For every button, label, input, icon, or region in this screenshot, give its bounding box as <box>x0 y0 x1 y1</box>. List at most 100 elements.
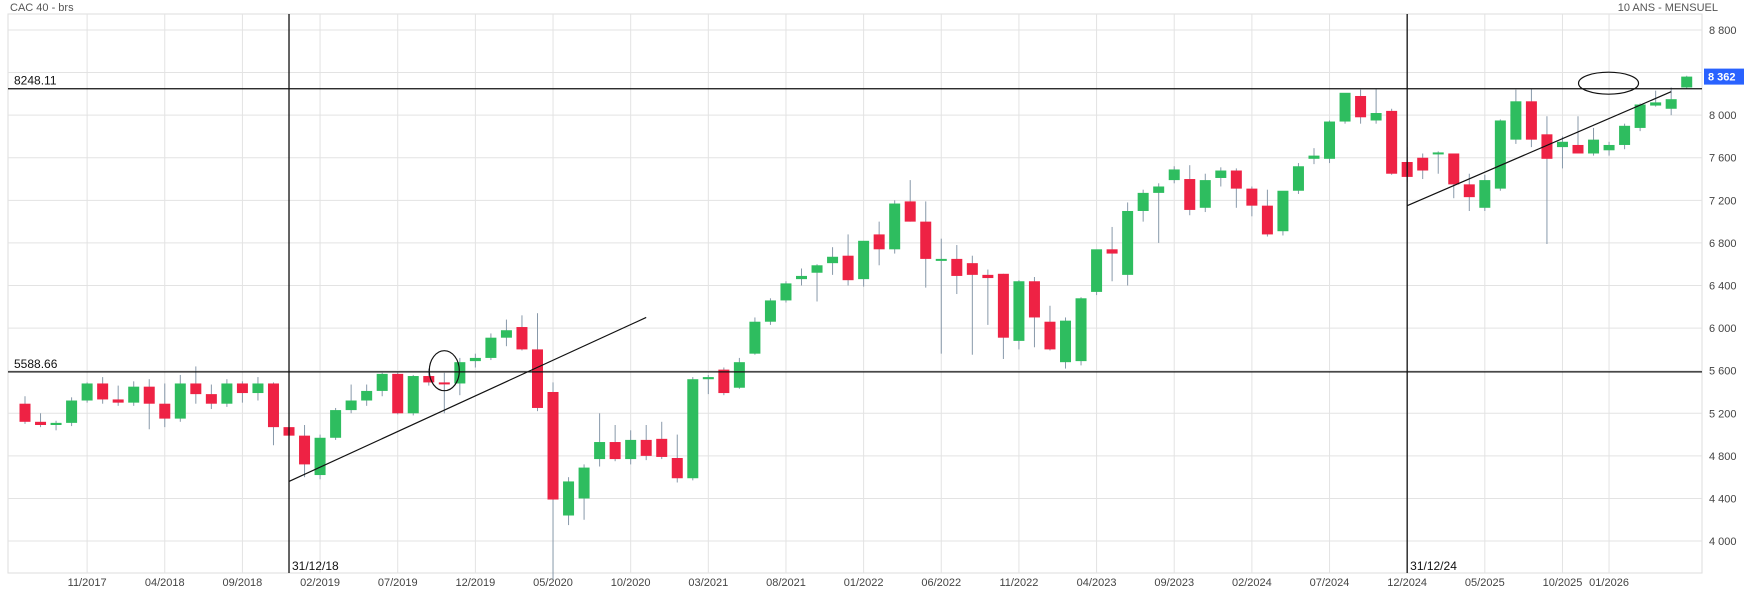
candle-up <box>749 321 761 354</box>
candle-up <box>1556 141 1568 148</box>
candle-up <box>687 379 699 479</box>
candle-up <box>1122 210 1134 275</box>
x-tick-label: 01/2022 <box>844 577 884 589</box>
candle-up <box>1634 104 1646 128</box>
candle-down <box>1355 95 1367 118</box>
candle-up <box>128 386 140 403</box>
y-tick-label: 7 200 <box>1709 195 1737 207</box>
candle-up <box>858 240 870 280</box>
x-tick-label: 02/2019 <box>300 577 340 589</box>
x-tick-label: 05/2020 <box>533 577 573 589</box>
y-tick-label: 5 200 <box>1709 408 1737 420</box>
candle-up <box>1603 144 1615 151</box>
candle-up <box>889 203 901 250</box>
candle-up <box>1199 180 1211 208</box>
x-tick-label: 05/2025 <box>1465 577 1505 589</box>
candle-up <box>361 390 373 401</box>
highlight-ellipse <box>428 350 460 392</box>
candle-up <box>827 256 839 264</box>
y-tick-label: 8 000 <box>1709 110 1737 122</box>
x-tick-label: 12/2024 <box>1387 577 1427 589</box>
candle-down <box>1525 101 1537 140</box>
candle-up <box>796 275 807 280</box>
candle-down <box>920 221 932 259</box>
last-price-label: 8 362 <box>1708 72 1736 84</box>
candle-up <box>733 362 745 388</box>
candle-down <box>267 383 279 428</box>
y-tick-label: 4 400 <box>1709 493 1737 505</box>
candle-up <box>221 383 233 404</box>
candle-up <box>469 357 481 362</box>
candle-down <box>35 421 47 425</box>
chart-period-label: 10 ANS - MENSUEL <box>1617 2 1718 14</box>
highlight-ellipse <box>1577 71 1640 95</box>
candle-up <box>764 300 776 322</box>
candle-up <box>500 330 512 338</box>
candle-up <box>1277 190 1289 232</box>
y-tick-label: 7 600 <box>1709 153 1737 165</box>
candle-up <box>314 437 326 476</box>
y-tick-label: 5 600 <box>1709 366 1737 378</box>
candle-down <box>19 403 31 422</box>
candle-up <box>1013 281 1025 341</box>
candle-down <box>1541 134 1553 159</box>
candle-down <box>1044 321 1056 350</box>
level-label: 5588.66 <box>14 357 58 371</box>
x-tick-label: 04/2023 <box>1077 577 1117 589</box>
candle-up <box>578 467 590 499</box>
candle-up <box>81 383 93 401</box>
candle-down <box>531 349 543 408</box>
candle-down <box>423 376 435 383</box>
candle-down <box>656 438 668 457</box>
x-tick-label: 10/2020 <box>611 577 651 589</box>
candle-up <box>1681 76 1693 88</box>
x-tick-label: 02/2024 <box>1232 577 1272 589</box>
candle-up <box>1292 166 1304 191</box>
candle-down <box>997 273 1009 338</box>
y-tick-label: 6 400 <box>1709 281 1737 293</box>
candle-up <box>1510 101 1522 140</box>
candle-down <box>112 399 124 403</box>
x-tick-label: 12/2019 <box>455 577 495 589</box>
x-tick-label: 03/2021 <box>688 577 728 589</box>
candle-up <box>407 376 419 414</box>
candle-up <box>1619 125 1631 145</box>
date-marker-label: 31/12/24 <box>1410 559 1457 573</box>
candle-down <box>951 258 963 276</box>
candle-down <box>1184 179 1196 210</box>
x-tick-label: 11/2022 <box>999 577 1038 589</box>
candle-down <box>640 439 652 456</box>
candle-down <box>904 201 916 222</box>
candle-down <box>1261 205 1273 235</box>
candle-up <box>330 410 342 438</box>
candle-down <box>547 391 559 500</box>
x-tick-label: 06/2022 <box>921 577 961 589</box>
candle-up <box>1588 139 1600 154</box>
candle-up <box>1432 152 1444 155</box>
candle-down <box>671 458 683 479</box>
y-tick-label: 6 800 <box>1709 238 1737 250</box>
candle-down <box>143 386 155 404</box>
candle-up <box>1324 121 1336 159</box>
candle-up <box>376 373 388 391</box>
candle-down <box>842 255 854 281</box>
candle-down <box>1463 184 1475 198</box>
candle-down <box>1386 110 1398 174</box>
candle-down <box>873 234 885 250</box>
candle-down <box>1246 188 1258 206</box>
candle-up <box>345 400 357 411</box>
y-tick-label: 4 000 <box>1709 536 1737 548</box>
candle-down <box>1417 157 1429 171</box>
plot-frame <box>7 13 1703 574</box>
candle-up <box>563 481 575 516</box>
candle-down <box>1572 144 1584 154</box>
candle-down <box>205 394 217 404</box>
candle-up <box>252 383 264 394</box>
candle-down <box>97 383 109 400</box>
candle-up <box>66 400 78 423</box>
x-tick-label: 08/2021 <box>766 577 806 589</box>
candle-up <box>1137 192 1149 211</box>
candle-up <box>935 258 947 261</box>
candle-up <box>1308 155 1320 159</box>
